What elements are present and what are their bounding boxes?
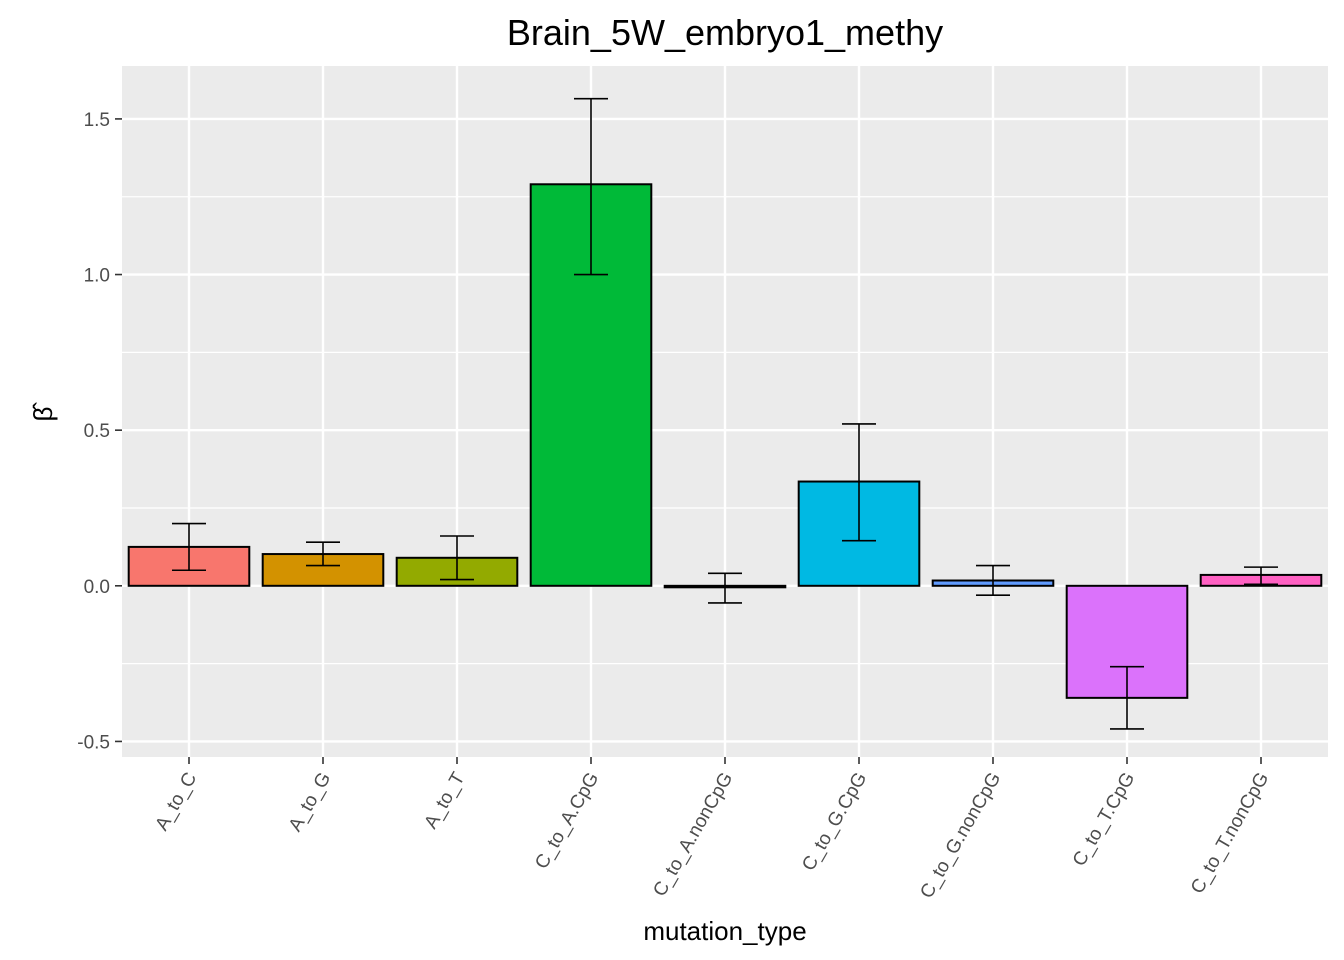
y-tick-label: 1.0: [84, 266, 110, 287]
x-tick-label: C_to_T.CpG: [1069, 769, 1139, 870]
x-tick-label: A_to_C: [151, 769, 201, 834]
x-tick-label: C_to_G.nonCpG: [916, 769, 1005, 902]
chart-title: Brain_5W_embryo1_methy: [507, 12, 943, 53]
grid-major: [122, 66, 1328, 757]
x-tick-label: A_to_T: [421, 769, 470, 833]
x-axis-title: mutation_type: [643, 916, 806, 946]
x-tick-label: A_to_G: [285, 769, 335, 835]
x-tick-label: C_to_A.CpG: [531, 769, 603, 873]
y-tick-label: 0.5: [84, 421, 110, 442]
y-axis-title: β̂: [28, 402, 58, 422]
y-tick-label: 0.0: [84, 577, 110, 598]
x-axis: A_to_C A_to_G A_to_T C_to_A.CpG C_to_A.nonCp…: [151, 757, 1273, 902]
error-bars: [172, 97, 1278, 730]
x-tick-label: C_to_T.nonCpG: [1187, 769, 1273, 897]
y-axis: -0.5 0.0 0.5 1.0 1.5: [77, 110, 122, 753]
y-tick-label: 1.5: [84, 110, 110, 131]
x-tick-label: C_to_G.CpG: [798, 769, 871, 875]
y-tick-label: -0.5: [77, 732, 110, 753]
x-tick-label: C_to_A.nonCpG: [649, 769, 737, 900]
